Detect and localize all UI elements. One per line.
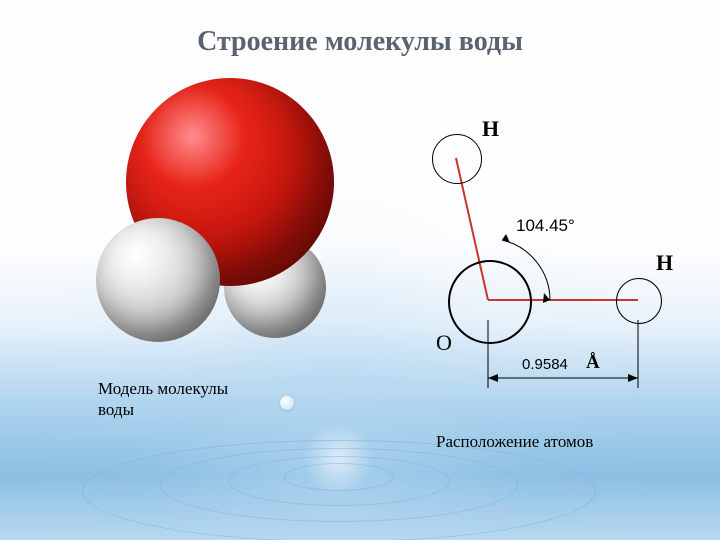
page-title: Строение молекулы воды: [0, 26, 720, 58]
oxygen-outline: [448, 260, 532, 344]
molecule-3d-model: [96, 78, 366, 358]
bond-length-unit: Å: [586, 352, 600, 374]
hydrogen1-label: H: [482, 116, 499, 142]
bond-length-value: 0.9584: [522, 356, 568, 373]
water-droplet: [280, 396, 294, 410]
oxygen-label: O: [436, 330, 452, 356]
hydrogen1-outline: [432, 134, 482, 184]
ripple-ring: [82, 440, 596, 540]
model-caption: Модель молекулы воды: [98, 378, 268, 421]
diagram-caption: Расположение атомов: [436, 432, 593, 452]
hydrogen-atom-front: [96, 218, 220, 342]
bond-angle-value: 104.45°: [516, 216, 575, 236]
slide: Строение молекулы воды Модель молекулы в…: [0, 0, 720, 540]
hydrogen2-outline: [616, 278, 662, 324]
molecule-geometry-diagram: O H H 104.45° 0.9584 Å: [398, 120, 698, 420]
hydrogen2-label: H: [656, 250, 673, 276]
